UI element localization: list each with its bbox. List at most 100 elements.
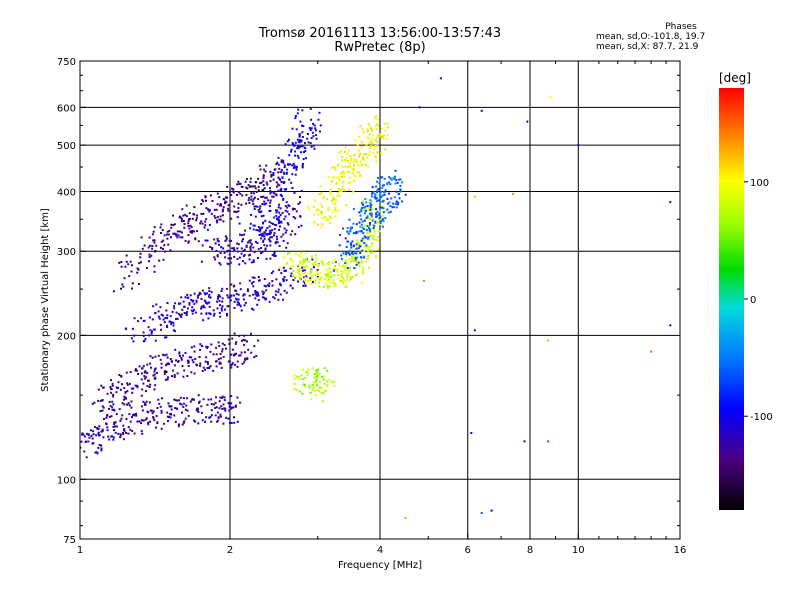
data-point [237,207,240,209]
data-point [154,376,157,379]
data-point [214,242,217,245]
data-point [263,284,266,287]
data-point [366,156,369,159]
data-point [202,319,205,322]
data-point [152,328,155,331]
data-point [217,294,220,297]
data-point [359,125,362,128]
data-point [252,259,255,262]
data-point [121,383,123,386]
data-point [370,195,373,198]
data-point [334,265,336,267]
data-point [386,208,389,211]
data-point [260,181,263,184]
data-point [473,329,476,332]
data-point [361,220,364,223]
data-point [291,127,294,130]
data-point [361,237,364,240]
data-point [303,259,306,262]
data-point [227,207,230,210]
data-point [208,210,211,213]
data-point [223,396,226,399]
data-point [357,149,360,152]
data-point [202,200,205,203]
data-point [210,409,213,412]
data-point [257,185,260,188]
data-point [338,265,341,267]
data-point [317,368,319,371]
data-point [190,356,193,359]
data-point [366,245,369,248]
data-point [232,294,235,297]
data-point [285,172,288,175]
data-point [150,254,153,257]
data-point [151,356,154,359]
data-point [278,268,281,271]
data-point [85,456,88,459]
data-point [246,290,249,292]
data-point [260,215,263,218]
data-point [196,408,199,410]
data-point [264,229,267,232]
data-point [307,368,310,371]
data-point [399,178,402,181]
data-point [195,219,198,222]
data-point [283,188,286,191]
data-point [226,313,228,315]
data-point [371,219,374,222]
data-point [201,222,204,225]
data-point [226,294,229,297]
data-point [367,236,370,239]
data-point [293,388,296,390]
data-point [212,369,215,372]
data-point [387,211,390,214]
data-point [174,407,177,409]
data-point [353,158,356,161]
data-point [141,247,144,250]
data-point [137,268,140,271]
data-point [216,237,219,240]
data-point [202,366,205,369]
data-point [257,226,260,229]
data-point [135,369,138,372]
data-point [201,411,203,414]
data-point [172,232,175,235]
data-point [348,218,351,221]
data-point [257,198,260,201]
data-point [272,178,275,181]
data-point [248,279,251,282]
data-point [136,386,139,389]
data-point [356,239,359,242]
data-point [269,192,272,195]
data-point [361,226,364,229]
data-point [89,429,92,432]
data-point [111,384,114,387]
data-point [340,190,343,192]
data-point [172,369,174,372]
data-point [316,207,319,210]
data-point [105,422,107,425]
data-point [215,360,218,363]
data-point [178,351,181,354]
data-point [376,140,379,143]
data-point [122,433,125,436]
data-point [297,280,299,283]
data-point [126,403,129,406]
data-point [316,376,319,379]
data-point [247,199,250,202]
data-point [283,269,286,272]
data-point [314,279,317,282]
data-point [241,240,244,243]
data-point [297,264,300,266]
data-point [118,408,121,411]
data-point [194,311,197,314]
data-point [205,345,208,348]
data-point [374,220,377,223]
data-point [299,196,301,198]
data-point [330,216,333,219]
data-point [286,261,289,264]
data-point [155,372,158,374]
data-point [263,278,266,280]
data-point [218,362,221,365]
data-point [78,450,80,452]
